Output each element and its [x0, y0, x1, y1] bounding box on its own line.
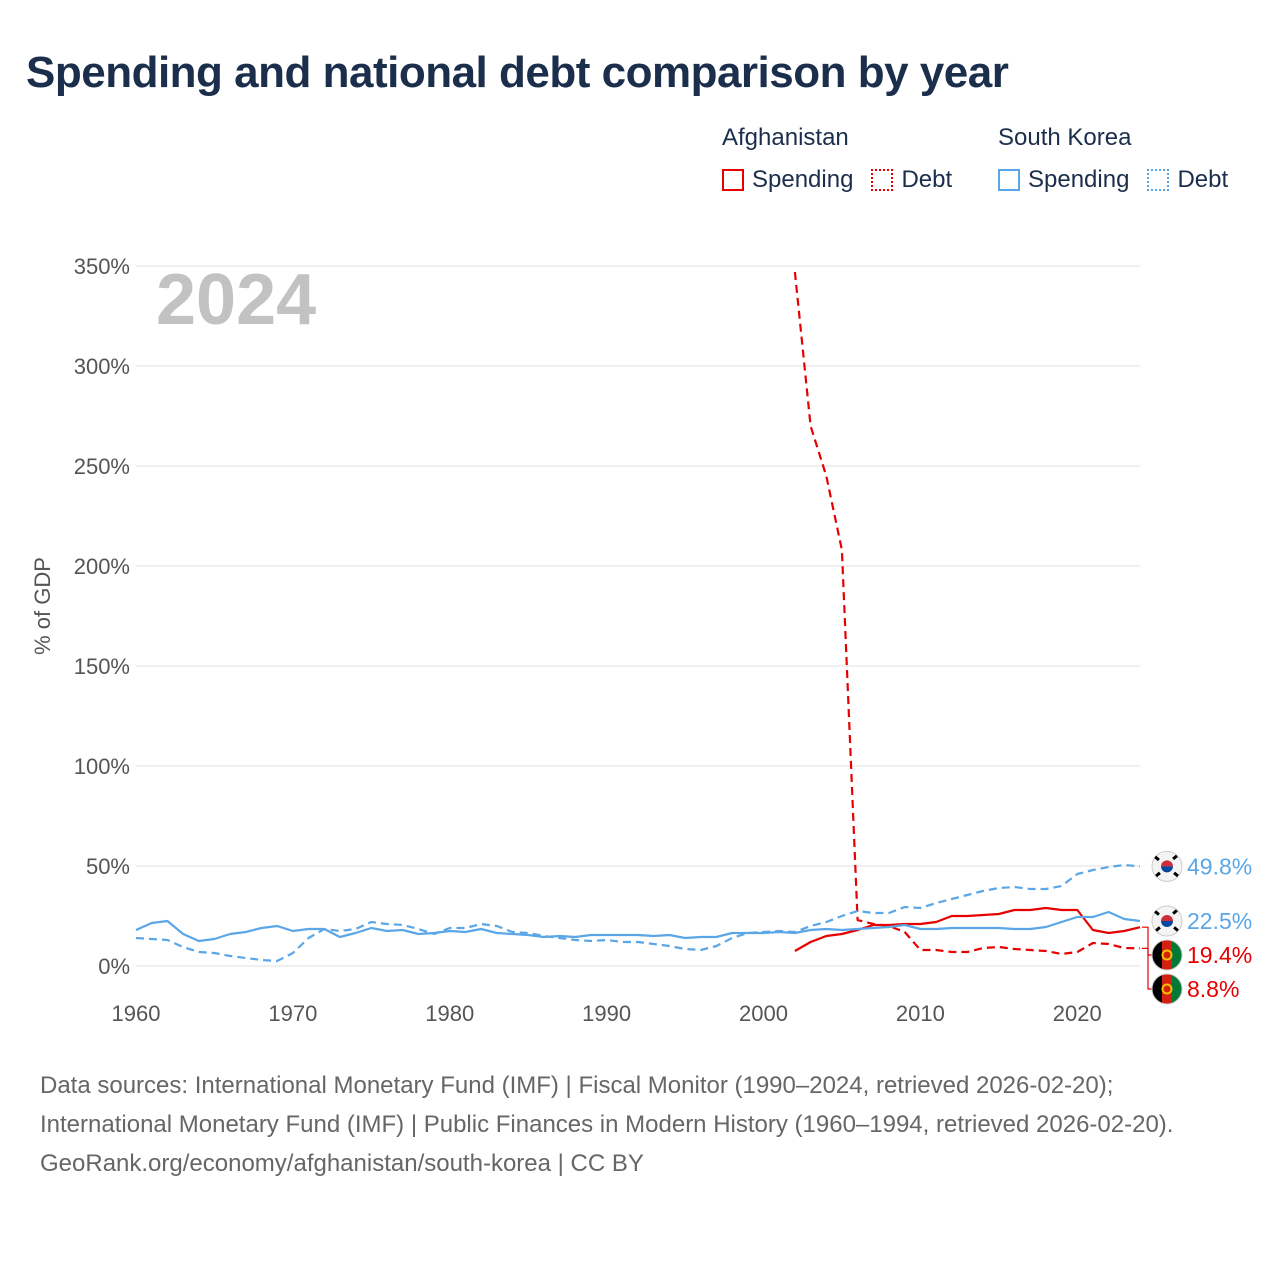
legend-afghanistan-debt[interactable]: Debt — [871, 166, 952, 194]
afghanistan-flag-icon — [1151, 939, 1183, 971]
south-korea-spending-line[interactable] — [135, 910, 1141, 943]
afghanistan-flag-icon — [1151, 973, 1183, 1005]
series-lines — [135, 271, 1141, 963]
x-tick-label: 2000 — [739, 1001, 788, 1026]
x-tick-label: 1990 — [582, 1001, 631, 1026]
legend-afghanistan-debt-label: Debt — [901, 166, 953, 193]
y-tick-label: 250% — [74, 454, 130, 479]
end-value-label: 22.5% — [1187, 908, 1252, 934]
legend-afghanistan-spending-label: Spending — [752, 166, 854, 193]
legend-afghanistan-label: Afghanistan — [722, 124, 849, 151]
x-tick-label: 1960 — [112, 1001, 161, 1026]
y-tick-label: 50% — [86, 854, 130, 879]
afghanistan-debt-line[interactable] — [793, 271, 1141, 956]
footer: Data sources: International Monetary Fun… — [40, 1066, 1240, 1183]
end-labels: 49.8% 22.5% 19.4% 8.8% — [1142, 850, 1252, 1005]
y-axis-title: % of GDP — [30, 557, 55, 655]
south-korea-debt-line[interactable] — [135, 863, 1141, 963]
dotted-swatch-icon — [1147, 169, 1170, 191]
y-tick-label: 0% — [98, 954, 130, 979]
data-sources: Data sources: International Monetary Fun… — [40, 1072, 1174, 1138]
x-tick-label: 2020 — [1053, 1001, 1102, 1026]
legend-south-korea-label: South Korea — [998, 124, 1132, 151]
attribution-link[interactable]: GeoRank.org/economy/afghanistan/south-ko… — [40, 1150, 644, 1177]
y-tick-label: 150% — [74, 654, 130, 679]
legend-south-korea-debt[interactable]: Debt — [1147, 166, 1228, 194]
south-korea-flag-icon — [1151, 905, 1183, 937]
legend-afghanistan: Afghanistan Spending Debt — [722, 124, 970, 194]
chart-title: Spending and national debt comparison by… — [26, 48, 1009, 97]
y-tick-label: 300% — [74, 354, 130, 379]
x-tick-label: 1970 — [268, 1001, 317, 1026]
solid-swatch-icon — [998, 169, 1020, 191]
end-value-label: 19.4% — [1187, 942, 1252, 968]
y-tick-label: 200% — [74, 554, 130, 579]
y-tick-label: 350% — [74, 254, 130, 279]
gridlines — [136, 265, 1140, 967]
end-label-connector — [1142, 947, 1153, 990]
legend-south-korea-spending-label: Spending — [1028, 166, 1130, 193]
dotted-swatch-icon — [871, 169, 894, 191]
x-axis: 1960 1970 1980 1990 2000 2010 2020 — [112, 1001, 1102, 1026]
x-tick-label: 1980 — [425, 1001, 474, 1026]
solid-swatch-icon — [722, 169, 744, 191]
legend-south-korea-debt-label: Debt — [1177, 166, 1229, 193]
x-tick-label: 2010 — [896, 1001, 945, 1026]
y-axis: 0% 50% 100% 150% 200% 250% 300% 350% — [74, 254, 130, 979]
end-value-label: 49.8% — [1187, 853, 1252, 879]
legend-afghanistan-spending[interactable]: Spending — [722, 166, 853, 194]
legend-south-korea: South Korea Spending Debt — [998, 124, 1246, 194]
south-korea-flag-icon — [1151, 850, 1183, 882]
line-chart: 2024 0%50%100%150%200%250%300%350% 1960 1… — [30, 254, 1252, 1026]
end-value-label: 8.8% — [1187, 976, 1239, 1002]
year-watermark: 2024 — [156, 260, 316, 340]
legend-south-korea-spending[interactable]: Spending — [998, 166, 1129, 194]
y-tick-label: 100% — [74, 754, 130, 779]
end-label-connector — [1142, 926, 1153, 956]
